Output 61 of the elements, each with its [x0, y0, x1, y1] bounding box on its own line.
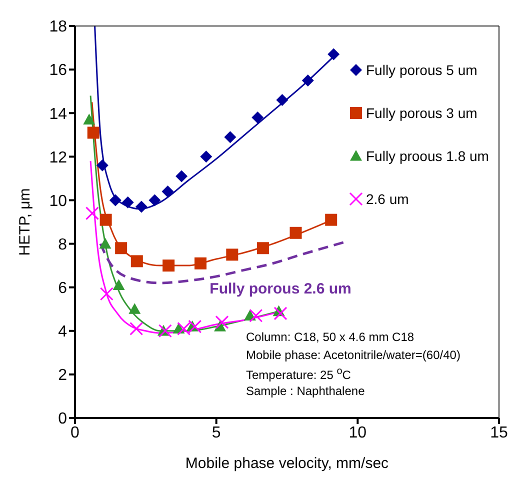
y-tick-label: 18 — [49, 18, 68, 36]
point — [188, 320, 202, 334]
y-tick-label: 12 — [49, 149, 68, 166]
point — [249, 308, 263, 322]
point — [256, 242, 269, 254]
point — [325, 214, 338, 226]
point — [252, 111, 264, 124]
y-tick-label: 6 — [58, 280, 68, 298]
point — [83, 114, 96, 124]
point — [122, 196, 134, 208]
y-axis-title: HETP, μm — [16, 188, 34, 256]
point — [109, 194, 122, 206]
point — [135, 200, 148, 213]
x-tick-label: 15 — [490, 424, 508, 442]
legend-label: Fully proous 1.8 um — [366, 148, 489, 164]
y-tick-label: 4 — [58, 324, 68, 341]
annotation: Mobile phase: Acetonitrile/water=(60/40) — [246, 348, 460, 362]
point — [100, 287, 114, 301]
legend-label: Fully porous 5 um — [366, 62, 478, 78]
series-label: Fully porous 2.6 um — [210, 280, 352, 298]
point — [115, 242, 128, 254]
point — [112, 279, 125, 290]
x-tick-label: 10 — [348, 424, 367, 442]
point — [276, 94, 288, 106]
point — [224, 131, 236, 144]
point — [130, 255, 143, 268]
x-tick-label: 0 — [70, 424, 80, 442]
point — [177, 322, 191, 336]
annotation: Sample : Naphthalene — [246, 384, 365, 398]
y-tick-label: 16 — [49, 62, 68, 80]
point — [194, 257, 207, 270]
point — [99, 238, 112, 249]
point — [100, 214, 112, 226]
y-tick-label: 8 — [58, 236, 68, 254]
point — [87, 126, 100, 139]
x-axis-title: Mobile phase velocity, mm/sec — [185, 455, 390, 472]
y-tick-label: 2 — [58, 367, 68, 384]
point — [96, 159, 108, 172]
point — [226, 248, 238, 261]
point — [274, 306, 288, 320]
legend-label: Fully porous 3 um — [366, 104, 478, 120]
annotation: Temperature: 25 $^{o}$C — [246, 366, 351, 382]
x-tick-label: 5 — [212, 424, 221, 442]
y-tick-label: 0 — [58, 410, 68, 428]
y-tick-label: 14 — [49, 106, 68, 123]
annotation: Column: C18, 50 x 4.6 mm C18 — [246, 330, 414, 344]
point — [302, 74, 314, 86]
point — [176, 170, 188, 182]
point — [200, 150, 212, 163]
point — [130, 322, 144, 336]
legend-label: 2.6 um — [366, 190, 409, 206]
point — [328, 48, 340, 60]
point — [148, 194, 161, 206]
point — [290, 226, 302, 239]
point — [215, 315, 229, 329]
point — [162, 186, 174, 198]
point — [158, 324, 172, 338]
point — [128, 303, 141, 314]
point — [162, 260, 175, 272]
y-tick-label: 10 — [49, 192, 68, 210]
point — [85, 206, 99, 220]
